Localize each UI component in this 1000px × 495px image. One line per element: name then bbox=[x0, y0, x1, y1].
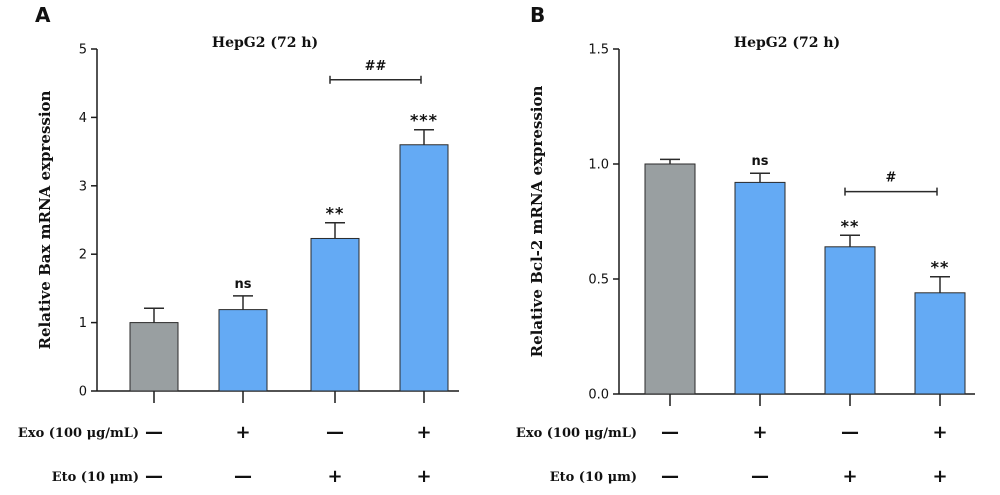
condition-mark-exo: — bbox=[145, 422, 163, 443]
condition-mark-exo: + bbox=[235, 422, 250, 443]
chart-title: HepG2 (72 h) bbox=[212, 35, 318, 51]
significance-label: ns bbox=[235, 277, 252, 292]
condition-label-exo: Exo (100 μg/mL) bbox=[516, 426, 637, 441]
condition-mark-exo: — bbox=[661, 422, 679, 443]
y-tick-label: 0 bbox=[79, 385, 87, 400]
condition-mark-eto: + bbox=[327, 466, 342, 487]
bar bbox=[824, 246, 876, 395]
bar bbox=[734, 181, 786, 395]
condition-mark-eto: — bbox=[234, 466, 252, 487]
y-axis-label: Relative Bcl-2 mRNA expression bbox=[528, 86, 546, 358]
bar bbox=[218, 309, 268, 392]
significance-label: ** bbox=[326, 204, 345, 223]
y-tick-label: 3 bbox=[79, 179, 87, 194]
bar bbox=[129, 322, 179, 392]
condition-mark-eto: — bbox=[145, 466, 163, 487]
condition-mark-exo: — bbox=[841, 422, 859, 443]
panel-letter: A bbox=[35, 3, 51, 27]
condition-label-eto: Eto (10 μm) bbox=[550, 470, 637, 485]
y-tick-label: 1.0 bbox=[588, 158, 609, 173]
y-tick-label: 2 bbox=[79, 248, 87, 263]
panel-letter: B bbox=[530, 3, 545, 27]
condition-label-exo: Exo (100 μg/mL) bbox=[18, 426, 139, 441]
significance-label: ** bbox=[841, 216, 860, 235]
condition-mark-exo: — bbox=[326, 422, 344, 443]
condition-mark-exo: + bbox=[752, 422, 767, 443]
comparison-label: # bbox=[886, 171, 897, 186]
y-tick-label: 0.0 bbox=[588, 388, 609, 403]
bar bbox=[399, 144, 449, 392]
condition-mark-eto: — bbox=[661, 466, 679, 487]
bar bbox=[644, 163, 696, 395]
significance-label: ns bbox=[752, 154, 769, 169]
condition-mark-eto: + bbox=[416, 466, 431, 487]
significance-label: *** bbox=[410, 111, 438, 130]
chart-panel-b: B HepG2 (72 h) Relative Bcl-2 mRNA express… bbox=[516, 3, 975, 487]
chart-panel-a: A HepG2 (72 h) Relative Bax mRNA expressio… bbox=[18, 3, 459, 487]
significance-label: ** bbox=[931, 258, 950, 277]
condition-mark-eto: + bbox=[842, 466, 857, 487]
chart-title: HepG2 (72 h) bbox=[734, 35, 840, 51]
y-axis-label: Relative Bax mRNA expression bbox=[36, 90, 54, 349]
y-tick-label: 5 bbox=[79, 43, 87, 58]
y-tick-label: 1.5 bbox=[588, 43, 609, 58]
condition-mark-exo: + bbox=[416, 422, 431, 443]
condition-mark-exo: + bbox=[932, 422, 947, 443]
condition-mark-eto: — bbox=[751, 466, 769, 487]
y-tick-label: 4 bbox=[79, 111, 87, 126]
y-tick-label: 1 bbox=[79, 316, 87, 331]
bar bbox=[310, 237, 360, 392]
bar bbox=[914, 292, 966, 395]
condition-mark-eto: + bbox=[932, 466, 947, 487]
y-tick-label: 0.5 bbox=[588, 273, 609, 288]
comparison-label: ## bbox=[365, 59, 387, 74]
condition-label-eto: Eto (10 μm) bbox=[52, 470, 139, 485]
